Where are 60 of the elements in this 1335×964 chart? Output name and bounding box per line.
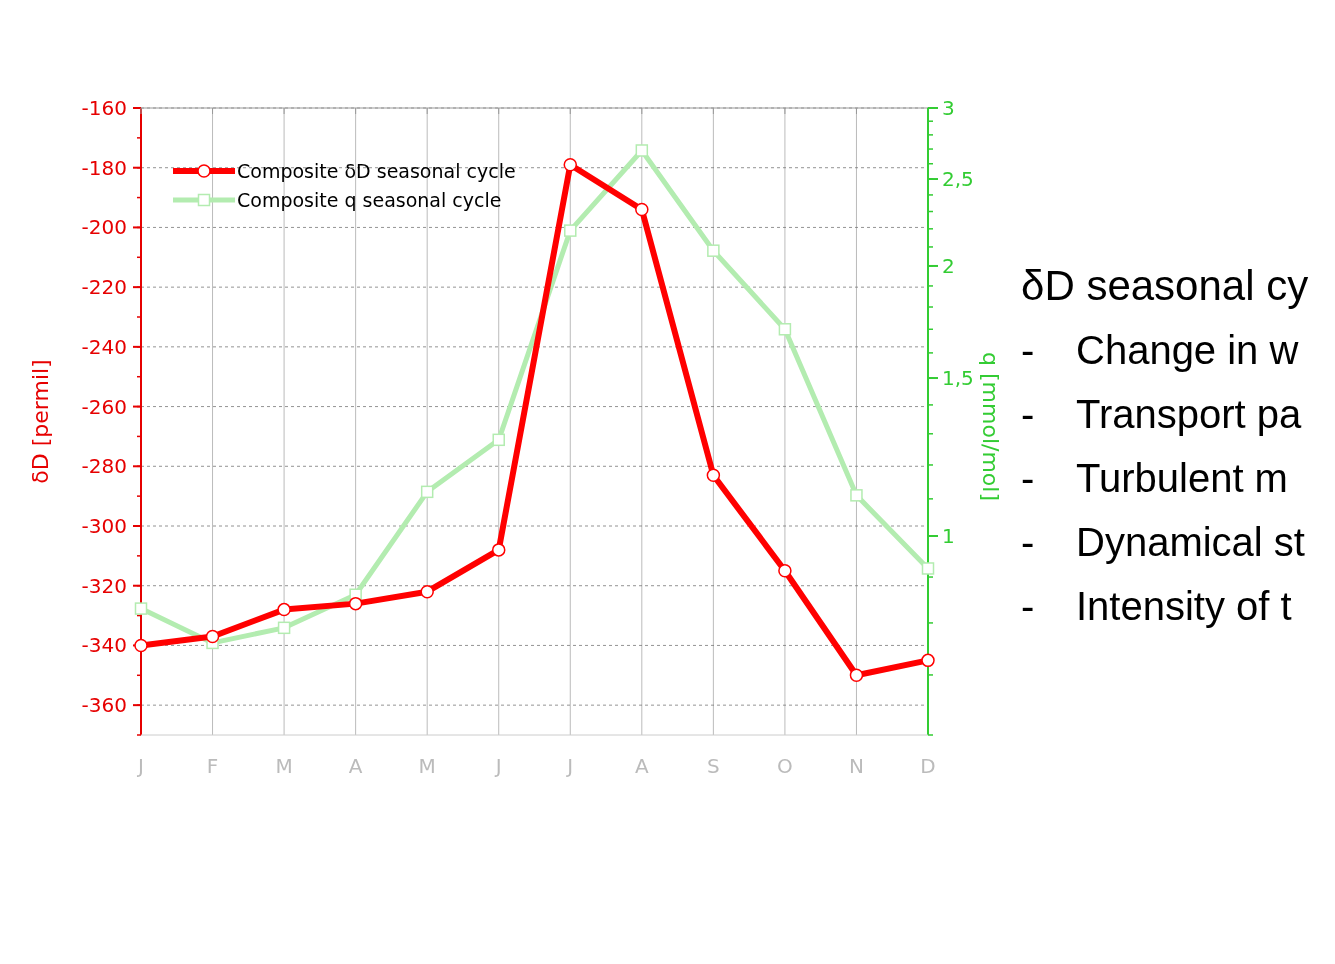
x-tick-label: F [206,754,219,778]
point [921,562,935,575]
x-tick-label: A [348,754,363,778]
x-tick-label: S [707,754,720,778]
point [420,584,434,599]
text: - Dynamical st [1021,520,1305,564]
x-tick-label: M [418,754,436,778]
point [564,224,577,237]
x-tick-label: A [634,754,649,778]
point [277,602,291,617]
text: - Intensity of t [1021,584,1292,628]
y-tick-label: -260 [81,394,127,419]
point [635,202,649,217]
y-tick-label: -280 [81,454,127,479]
text: δD seasonal cy [1021,262,1309,309]
y-tick-label: -160 [81,96,127,120]
point [706,468,721,482]
point [849,668,864,683]
point [563,157,578,172]
text: - Transport pa [1021,392,1303,436]
y2-tick-label: 1 [942,523,955,548]
point [134,638,148,653]
x-tick-label: J [493,754,502,778]
y2-tick-label: 2,5 [942,167,974,192]
point [348,596,363,611]
x-tick-label: M [275,754,293,778]
y-tick-label: -300 [81,514,127,538]
y-tick-label: -360 [81,693,127,718]
point [491,543,506,557]
point [778,323,792,336]
y-axis-title: δD [permil] [28,359,53,484]
point [277,621,291,635]
point [420,485,434,499]
text: - Turbulent m [1021,456,1288,500]
y-tick-label: -180 [81,155,127,180]
point [134,602,148,615]
y-tick-label: -200 [81,215,127,240]
text: - Change in w [1021,328,1299,372]
point [205,629,220,644]
point [850,489,863,502]
legend-label: Composite δD seasonal cycle [237,159,516,182]
point [492,433,505,447]
y-tick-label: -240 [81,334,127,359]
y2-tick-label: 1,5 [942,366,974,391]
x-tick-label: J [565,754,574,778]
point [707,244,720,257]
x-tick-label: O [777,754,793,778]
legend-label: Composite q seasonal cycle [237,188,502,211]
y-tick-label: -340 [81,633,127,658]
point [921,653,935,668]
y2-tick-label: 3 [942,96,955,120]
x-tick-label: N [848,754,864,778]
y2-tick-label: 2 [942,253,955,278]
y2-axis-title: q [mmol/mol] [978,352,1003,501]
x-tick-label: D [920,754,936,778]
y-tick-label: -320 [81,573,127,598]
point [635,144,649,157]
point [778,564,792,578]
x-tick-label: J [136,754,144,778]
y-tick-label: -220 [81,275,127,300]
